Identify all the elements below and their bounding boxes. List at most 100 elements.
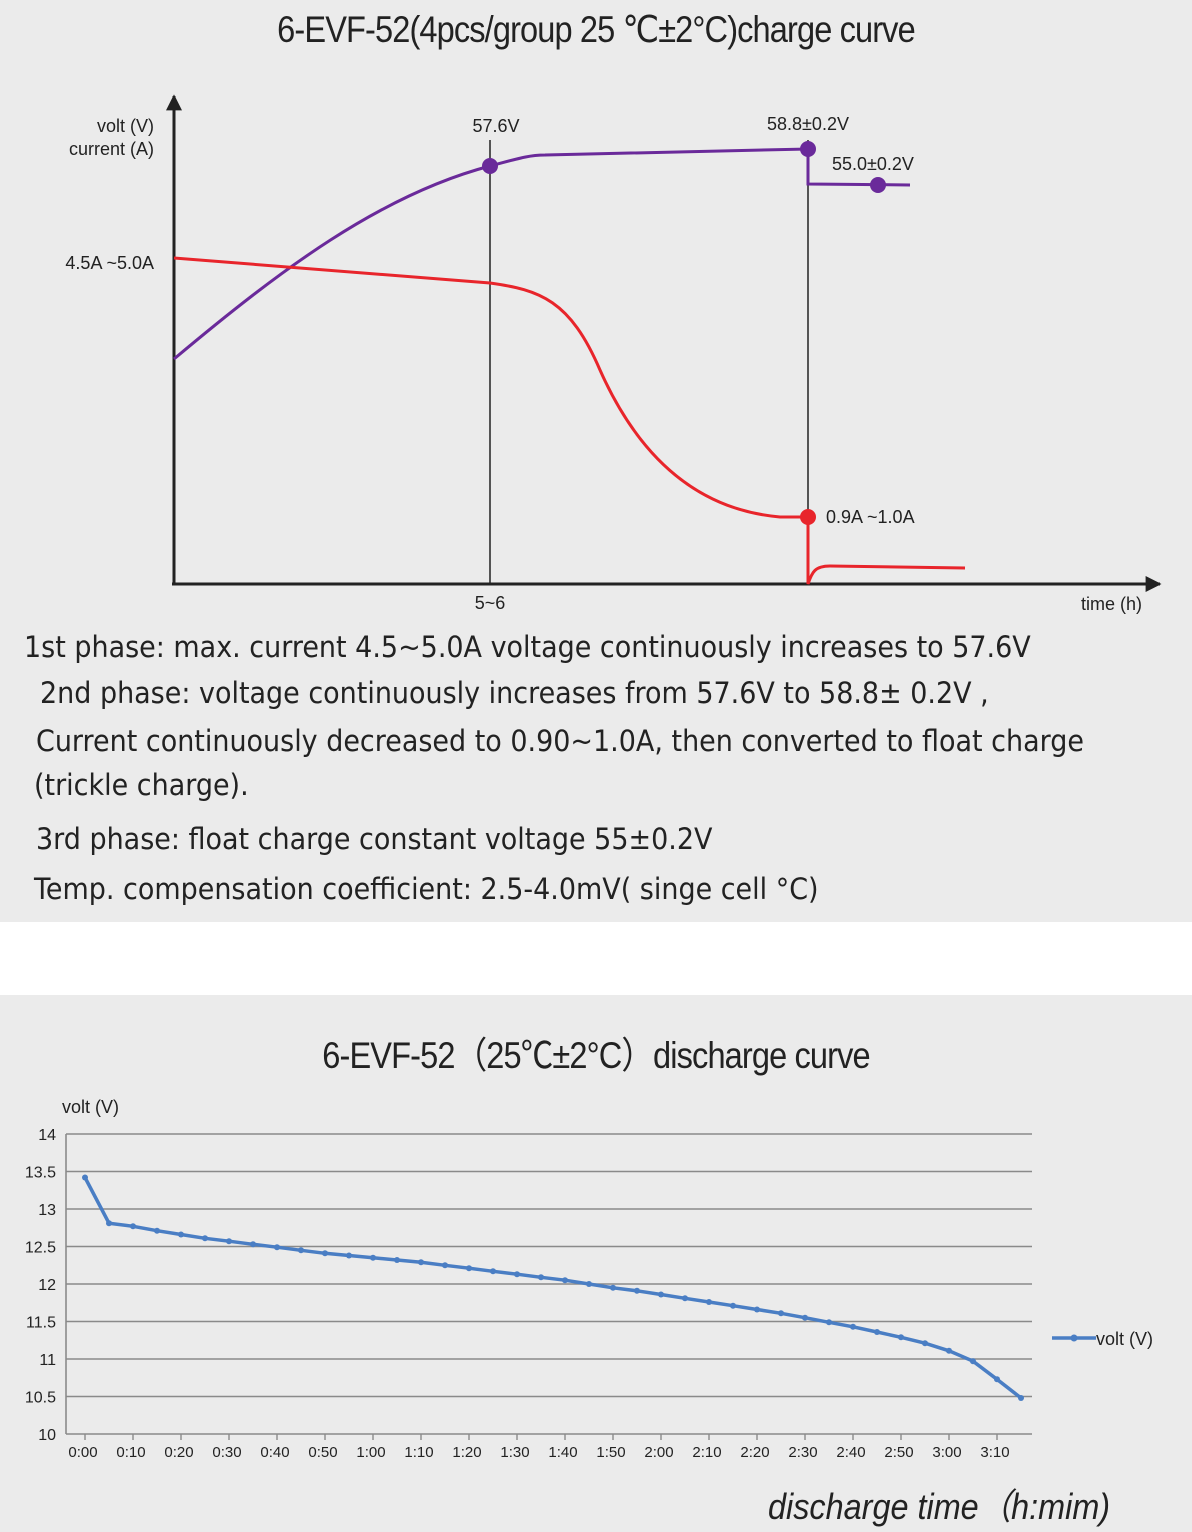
current-point-0-9 bbox=[800, 509, 816, 525]
discharge-data-point bbox=[706, 1299, 712, 1305]
discharge-data-point bbox=[418, 1259, 424, 1266]
x-tick-label: 1:20 bbox=[452, 1444, 481, 1461]
note-temp-compensation: Temp. compensation coefficient: 2.5-4.0m… bbox=[34, 872, 819, 906]
discharge-data-point bbox=[1018, 1395, 1024, 1401]
discharge-data-point bbox=[562, 1277, 568, 1284]
discharge-data-point bbox=[322, 1250, 328, 1257]
discharge-data-point bbox=[466, 1265, 472, 1272]
discharge-series-line bbox=[83, 1176, 1023, 1400]
discharge-data-point bbox=[610, 1284, 616, 1291]
discharge-data-point bbox=[922, 1340, 928, 1347]
x-tick-label: 1:10 bbox=[404, 1444, 433, 1461]
discharge-data-point bbox=[394, 1257, 400, 1263]
discharge-data-point bbox=[490, 1268, 496, 1275]
discharge-data-point bbox=[370, 1254, 376, 1261]
discharge-series-points bbox=[82, 1174, 1024, 1401]
voltage-point-55-0 bbox=[870, 177, 886, 193]
discharge-data-point bbox=[778, 1310, 784, 1317]
note-phase-2: 2nd phase: voltage continuously increase… bbox=[40, 676, 989, 710]
discharge-data-point bbox=[994, 1376, 1000, 1383]
note-phase-1: 1st phase: max. current 4.5~5.0A voltage… bbox=[24, 630, 1031, 664]
discharge-data-point bbox=[586, 1281, 592, 1287]
discharge-x-ticks: 0:00 0:10 0:20 0:30 0:40 0:50 1:00 1:10 1:20 1:30… bbox=[68, 1434, 1010, 1461]
discharge-data-point bbox=[826, 1319, 832, 1326]
legend-label-volt: volt (V) bbox=[1096, 1329, 1153, 1349]
discharge-data-point bbox=[202, 1235, 208, 1242]
discharge-y-axis-label: volt (V) bbox=[62, 1097, 119, 1117]
x-tick-label: 0:50 bbox=[308, 1444, 337, 1461]
discharge-data-point bbox=[106, 1220, 112, 1227]
discharge-x-axis-label: discharge time（h:mim) bbox=[767, 1486, 1110, 1527]
charge-chart-title: 6-EVF-52(4pcs/group 25 ℃±2°C)charge curv… bbox=[277, 9, 916, 50]
discharge-data-point bbox=[634, 1287, 640, 1294]
x-tick-label: 0:40 bbox=[260, 1444, 289, 1461]
y-tick-label: 14 bbox=[38, 1127, 56, 1144]
discharge-data-point bbox=[298, 1247, 304, 1254]
current-start-label: 4.5A ~5.0A bbox=[65, 253, 154, 273]
discharge-data-point bbox=[514, 1271, 520, 1278]
annotation-0-9a: 0.9A ~1.0A bbox=[826, 507, 915, 527]
annotation-58-8v: 58.8±0.2V bbox=[767, 114, 849, 134]
y-axis-label-volt: volt (V) bbox=[97, 116, 154, 136]
y-tick-label: 11.5 bbox=[26, 1315, 56, 1332]
discharge-data-point bbox=[346, 1252, 352, 1259]
x-tick-label: 1:40 bbox=[548, 1444, 577, 1461]
voltage-point-57-6 bbox=[482, 158, 498, 174]
x-tick-label: 1:50 bbox=[596, 1444, 625, 1461]
voltage-point-58-8 bbox=[800, 141, 816, 157]
discharge-data-point bbox=[682, 1295, 688, 1302]
discharge-data-point bbox=[154, 1227, 160, 1234]
x-tick-label: 0:00 bbox=[68, 1444, 97, 1461]
x-tick-label: 2:30 bbox=[788, 1444, 817, 1461]
voltage-series-line bbox=[173, 147, 911, 361]
discharge-data-point bbox=[178, 1231, 184, 1238]
x-tick-label: 2:40 bbox=[836, 1444, 865, 1461]
x-tick-label: 2:00 bbox=[644, 1444, 673, 1461]
y-tick-label: 10.5 bbox=[25, 1390, 56, 1407]
discharge-data-point bbox=[730, 1302, 736, 1309]
note-phase-2-current: Current continuously decreased to 0.90~1… bbox=[36, 724, 1084, 758]
discharge-data-point bbox=[946, 1347, 952, 1354]
discharge-data-point bbox=[970, 1358, 976, 1365]
discharge-data-point bbox=[130, 1223, 136, 1230]
discharge-data-point bbox=[754, 1306, 760, 1313]
y-tick-label: 12.5 bbox=[25, 1240, 56, 1257]
x-tick-label: 2:20 bbox=[740, 1444, 769, 1461]
discharge-data-point bbox=[874, 1329, 880, 1335]
x-tick-label: 0:30 bbox=[212, 1444, 241, 1461]
x-tick-label: 2:50 bbox=[884, 1444, 913, 1461]
discharge-data-point bbox=[250, 1241, 256, 1248]
x-tick-label: 1:00 bbox=[356, 1444, 385, 1461]
discharge-y-ticks: 14 13.5 13 12.5 12 11.5 11 10.5 10 bbox=[25, 1127, 56, 1444]
x-tick-label: 1:30 bbox=[500, 1444, 529, 1461]
note-trickle-charge: (trickle charge). bbox=[34, 768, 249, 802]
discharge-data-point bbox=[802, 1314, 808, 1321]
x-tick-label: 0:10 bbox=[116, 1444, 145, 1461]
legend-marker-sample bbox=[1070, 1334, 1078, 1342]
discharge-data-point bbox=[850, 1323, 856, 1330]
x-axis-label-time: time (h) bbox=[1081, 594, 1142, 614]
discharge-data-point bbox=[82, 1174, 88, 1181]
discharge-chart-title: 6-EVF-52（25℃±2°C）discharge curve bbox=[322, 1035, 870, 1076]
charge-chart-svg: volt (V) current (A) 4.5A ~5.0A 57.6V 58… bbox=[65, 94, 1162, 614]
discharge-gridlines bbox=[65, 1133, 1032, 1435]
current-series-line bbox=[173, 256, 966, 585]
x-tick-label: 3:00 bbox=[932, 1444, 961, 1461]
discharge-data-point bbox=[226, 1238, 232, 1245]
x-tick-label: 3:10 bbox=[980, 1444, 1009, 1461]
discharge-data-point bbox=[658, 1291, 664, 1298]
charge-curve-panel: 6-EVF-52(4pcs/group 25 ℃±2°C)charge curv… bbox=[0, 0, 1192, 922]
x-tick-label: 2:10 bbox=[692, 1444, 721, 1461]
discharge-data-point bbox=[538, 1274, 544, 1281]
discharge-data-point bbox=[442, 1262, 448, 1269]
y-axis-label-current: current (A) bbox=[69, 139, 154, 159]
y-tick-label: 10 bbox=[38, 1427, 56, 1444]
y-tick-label: 11 bbox=[39, 1352, 56, 1369]
y-tick-label: 13 bbox=[38, 1202, 56, 1219]
x-tick-label: 0:20 bbox=[164, 1444, 193, 1461]
y-tick-label: 13.5 bbox=[25, 1165, 56, 1182]
x-tick-label-5-6: 5~6 bbox=[475, 593, 506, 613]
annotation-57-6v: 57.6V bbox=[472, 116, 519, 136]
y-tick-label: 12 bbox=[38, 1277, 56, 1294]
